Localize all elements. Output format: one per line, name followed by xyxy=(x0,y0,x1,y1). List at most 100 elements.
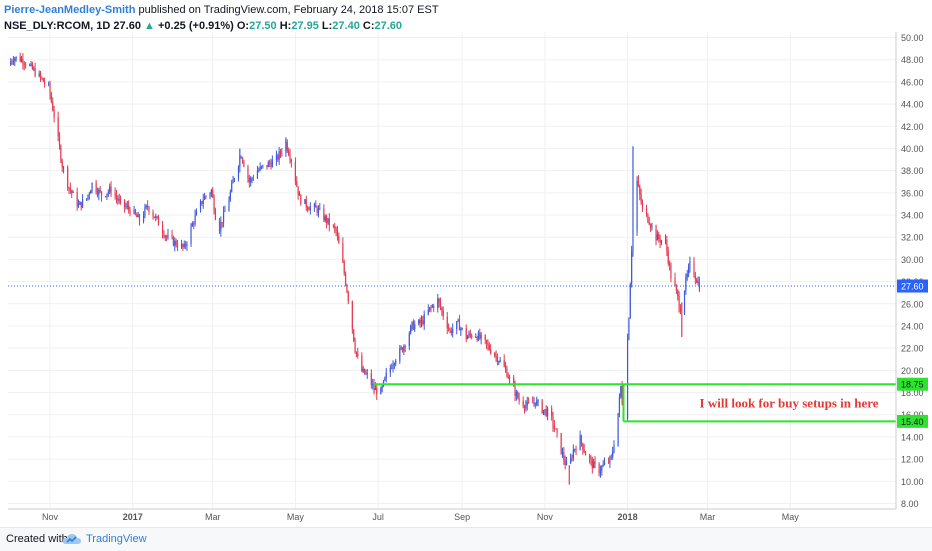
candle-body xyxy=(599,470,602,474)
y-tick-label: 22.00 xyxy=(901,344,924,354)
candle-body xyxy=(81,199,84,208)
candle-body xyxy=(545,409,547,416)
candle-body xyxy=(57,117,59,137)
level-price-tag: 15.40 xyxy=(901,417,924,427)
price-tags: 27.60 18.75 15.40 xyxy=(897,279,928,428)
candle-body xyxy=(384,377,386,381)
y-tick-label: 38.00 xyxy=(901,166,924,176)
candle-body xyxy=(546,408,549,416)
candle-body xyxy=(41,77,43,79)
candle-body xyxy=(420,320,423,324)
candle-body xyxy=(167,234,169,238)
symbol-name[interactable]: NSE_DLY:RCOM, 1D xyxy=(4,20,111,32)
candle-body xyxy=(583,449,585,453)
candle-body xyxy=(666,240,668,252)
candle-body xyxy=(316,207,318,213)
candle-body xyxy=(277,155,279,160)
candle-body xyxy=(175,240,177,246)
candle-body xyxy=(153,216,156,218)
candle-body xyxy=(429,307,431,310)
candle-body xyxy=(564,460,566,465)
candle-body xyxy=(391,367,393,369)
time-axis[interactable]: Nov 2017 Mar May Jul Sep Nov 2018 Mar May xyxy=(8,508,896,522)
candle-body xyxy=(499,360,501,362)
candle-body xyxy=(53,110,55,118)
candle-body xyxy=(412,321,414,330)
candle-body xyxy=(381,385,383,389)
candle-body xyxy=(639,185,641,195)
candle-body xyxy=(659,238,661,243)
candle-body xyxy=(307,207,309,210)
price-change: +0.25 (+0.91%) xyxy=(157,20,234,32)
candle-body xyxy=(658,234,660,239)
created-with-label: Created with xyxy=(6,533,68,545)
footer-bar: Created with TradingView xyxy=(0,527,932,551)
candle-body xyxy=(487,343,489,346)
up-arrow-icon: ▲ xyxy=(144,20,155,32)
candle-body xyxy=(205,196,207,197)
candle-body xyxy=(353,329,355,342)
candle-body xyxy=(582,443,584,450)
candle-body xyxy=(687,266,690,274)
open-label: O: xyxy=(236,20,250,32)
candle-body xyxy=(174,240,176,246)
candle-body xyxy=(110,186,112,193)
candle-body xyxy=(374,388,377,391)
candle-body xyxy=(69,187,71,191)
candle-body xyxy=(357,353,359,357)
candle-body xyxy=(105,196,107,198)
candle-body xyxy=(351,301,353,330)
candle-body xyxy=(71,190,73,193)
candle-body xyxy=(58,136,61,147)
candle-body xyxy=(361,356,363,372)
price-chart[interactable]: 8.0010.0012.0014.0016.0018.0020.0022.002… xyxy=(0,0,932,527)
candle-body xyxy=(221,222,223,224)
candle-body xyxy=(618,397,621,414)
candle-body xyxy=(410,325,412,334)
candle-body xyxy=(518,397,520,401)
candle-body xyxy=(39,73,42,78)
candle-body xyxy=(509,377,511,379)
candle-body xyxy=(347,292,349,302)
y-tick-label: 18.00 xyxy=(901,388,924,398)
tradingview-cloud-icon[interactable] xyxy=(62,531,82,547)
candle-body xyxy=(317,208,320,213)
candle-body xyxy=(693,261,695,277)
candle-body xyxy=(631,251,633,285)
candle-body xyxy=(370,373,372,386)
candle-body xyxy=(553,425,555,429)
current-price-tag: 27.60 xyxy=(901,282,924,292)
y-tick-label: 36.00 xyxy=(901,188,924,198)
candle-body xyxy=(335,228,337,232)
candle-body xyxy=(685,277,687,292)
candle-body xyxy=(628,318,630,340)
candle-body xyxy=(86,198,88,200)
candle-body xyxy=(541,400,543,413)
x-tick-label: Nov xyxy=(537,512,554,522)
candle-body xyxy=(468,333,470,337)
candle-body xyxy=(166,236,168,238)
candle-body xyxy=(133,209,135,214)
candle-body xyxy=(22,58,24,64)
candle-body xyxy=(109,186,111,192)
y-tick-label: 46.00 xyxy=(901,77,924,87)
candle-body xyxy=(15,56,17,59)
candle-body xyxy=(354,341,356,352)
candle-body xyxy=(324,216,326,221)
tradingview-link[interactable]: TradingView xyxy=(86,533,147,545)
level-price-tag-box xyxy=(897,414,928,428)
candle-body xyxy=(485,340,488,344)
candle-body xyxy=(610,456,612,458)
candle-body xyxy=(342,243,344,263)
level-price-tag: 18.75 xyxy=(901,380,924,390)
candle-body xyxy=(271,160,273,168)
author-name[interactable]: Pierre-JeanMedley-Smith xyxy=(4,4,136,16)
candle-body xyxy=(281,152,283,154)
price-axis[interactable]: 8.0010.0012.0014.0016.0018.0020.0022.002… xyxy=(895,32,924,509)
candle-body xyxy=(123,199,126,207)
candle-body xyxy=(617,413,619,446)
candle-body xyxy=(298,195,301,196)
candle-body xyxy=(259,166,261,170)
candle-body xyxy=(98,189,100,195)
candle-body xyxy=(385,372,387,378)
